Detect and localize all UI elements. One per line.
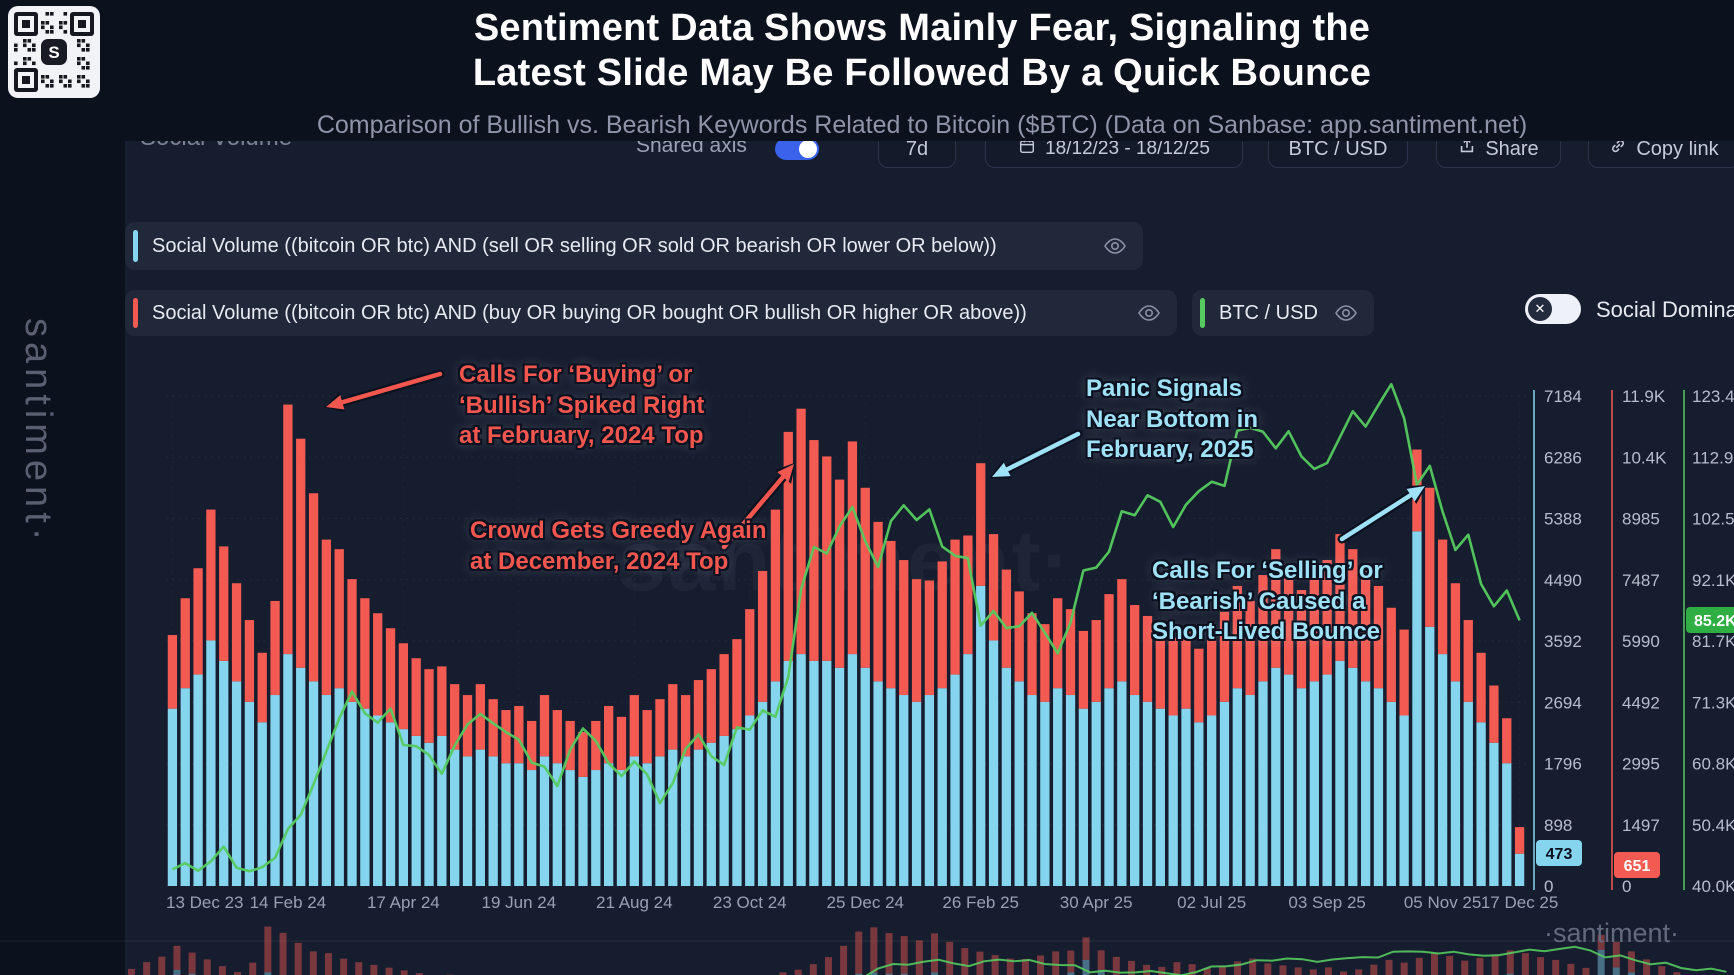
svg-text:14 Feb 24: 14 Feb 24 — [250, 893, 327, 912]
svg-text:50.4K: 50.4K — [1692, 816, 1734, 835]
toggle-knob — [799, 140, 817, 158]
right-axes: 7184 6286 5388 4490 3592 2694 1796 898 0 11.9K 10.… — [1533, 387, 1734, 896]
left-watermark: santiment· — [17, 318, 59, 546]
pair-label: BTC / USD — [1288, 137, 1388, 160]
svg-text:17 Dec 25: 17 Dec 25 — [1481, 893, 1559, 912]
legend-buy-label: Social Volume ((bitcoin OR btc) AND (buy… — [152, 301, 1027, 324]
svg-text:25 Dec 24: 25 Dec 24 — [826, 893, 904, 912]
svg-text:26 Feb 25: 26 Feb 25 — [942, 893, 1019, 912]
price-line — [171, 382, 1521, 873]
svg-text:10.4K: 10.4K — [1622, 448, 1667, 467]
svg-text:30 Apr 25: 30 Apr 25 — [1060, 893, 1133, 912]
svg-text:03 Sep 25: 03 Sep 25 — [1288, 893, 1366, 912]
price-accent-bar — [1200, 298, 1205, 328]
annotation-greedy-december: Crowd Gets Greedy Again at December, 202… — [470, 517, 767, 575]
interval-label: 7d — [905, 137, 929, 160]
toggle-off-x-icon: ✕ — [1528, 297, 1552, 321]
svg-text:0: 0 — [1544, 877, 1553, 896]
title-line-2: Latest Slide May Be Followed By a Quick … — [472, 52, 1372, 94]
qr-code: S — [8, 6, 100, 103]
legend-price-label: BTC / USD — [1219, 301, 1318, 324]
svg-text:21 Aug 24: 21 Aug 24 — [596, 893, 673, 912]
title-line-1: Sentiment Data Shows Mainly Fear, Signal… — [473, 7, 1371, 49]
eye-icon[interactable] — [1089, 238, 1127, 254]
svg-text:19 Jun 24: 19 Jun 24 — [481, 893, 556, 912]
svg-text:5388: 5388 — [1544, 510, 1582, 529]
svg-text:92.1K: 92.1K — [1692, 571, 1734, 590]
bottom-watermark: ·santiment· — [1544, 918, 1680, 948]
svg-text:40.0K: 40.0K — [1692, 877, 1734, 896]
page-subtitle: Comparison of Bullish vs. Bearish Keywor… — [316, 111, 1528, 139]
shared-axis-toggle[interactable] — [775, 138, 819, 160]
legend-price-series[interactable]: BTC / USD — [1192, 290, 1374, 336]
copy-link-label: Copy link — [1636, 137, 1719, 160]
svg-text:102.5K: 102.5K — [1692, 510, 1734, 529]
svg-text:2995: 2995 — [1622, 755, 1660, 774]
legend-sell-series[interactable]: Social Volume ((bitcoin OR btc) AND (sel… — [125, 222, 1143, 270]
navigator-preview — [0, 926, 1734, 975]
svg-text:8985: 8985 — [1622, 510, 1660, 529]
annotation-arrows — [324, 369, 1427, 552]
x-axis-labels: 13 Dec 23 14 Feb 24 17 Apr 24 19 Jun 24 21 A… — [166, 893, 1558, 912]
svg-text:02 Jul 25: 02 Jul 25 — [1177, 893, 1246, 912]
svg-text:123.4K: 123.4K — [1692, 387, 1734, 406]
svg-text:81.7K: 81.7K — [1692, 632, 1734, 651]
svg-text:473: 473 — [1546, 846, 1573, 863]
timeline-navigator[interactable] — [125, 941, 1734, 975]
svg-text:0: 0 — [1622, 877, 1631, 896]
buy-accent-bar — [133, 298, 138, 328]
svg-text:60.8K: 60.8K — [1692, 755, 1734, 774]
svg-text:651: 651 — [1624, 858, 1651, 875]
svg-text:898: 898 — [1544, 816, 1572, 835]
social-dominance-label: Social Dominance — [1596, 297, 1734, 322]
header-banner — [0, 0, 1734, 141]
social-dominance-toggle[interactable]: ✕ — [1525, 294, 1581, 324]
svg-text:1796: 1796 — [1544, 755, 1582, 774]
eye-icon[interactable] — [1123, 305, 1161, 321]
sell-accent-bar — [133, 230, 138, 262]
svg-text:13 Dec 23: 13 Dec 23 — [166, 893, 244, 912]
svg-text:4490: 4490 — [1544, 571, 1582, 590]
svg-text:85.2K: 85.2K — [1694, 613, 1734, 630]
annotation-panic-signals: Panic Signals Near Bottom in February, 2… — [1086, 375, 1259, 464]
link-icon — [1609, 137, 1627, 161]
eye-icon[interactable] — [1320, 305, 1358, 321]
legend-buy-series[interactable]: Social Volume ((bitcoin OR btc) AND (buy… — [125, 290, 1177, 336]
page-title: Sentiment Data Shows Mainly Fear, Signal… — [110, 6, 1734, 96]
annotation-buying-spike: Calls For ‘Buying’ or ‘Bullish’ Spiked R… — [459, 361, 705, 450]
svg-text:112.9K: 112.9K — [1692, 448, 1734, 467]
legend-sell-label: Social Volume ((bitcoin OR btc) AND (sel… — [152, 234, 997, 257]
svg-text:23 Oct 24: 23 Oct 24 — [713, 893, 787, 912]
svg-text:1497: 1497 — [1622, 816, 1660, 835]
svg-text:7487: 7487 — [1622, 571, 1660, 590]
svg-text:2694: 2694 — [1544, 693, 1582, 712]
svg-text:4492: 4492 — [1622, 693, 1660, 712]
date-range-label: 18/12/23 - 18/12/25 — [1045, 138, 1210, 159]
svg-text:3592: 3592 — [1544, 632, 1582, 651]
svg-text:17 Apr 24: 17 Apr 24 — [367, 893, 440, 912]
santiment-logo: S — [48, 43, 59, 62]
svg-text:5990: 5990 — [1622, 632, 1660, 651]
svg-text:11.9K: 11.9K — [1622, 387, 1666, 406]
svg-text:6286: 6286 — [1544, 448, 1582, 467]
share-label: Share — [1485, 137, 1539, 160]
svg-text:05 Nov 25: 05 Nov 25 — [1404, 893, 1482, 912]
svg-text:71.3K: 71.3K — [1692, 693, 1734, 712]
annotation-bearish-bounce: Calls For ‘Selling’ or ‘Bearish’ Caused … — [1152, 557, 1383, 646]
svg-text:7184: 7184 — [1544, 387, 1582, 406]
